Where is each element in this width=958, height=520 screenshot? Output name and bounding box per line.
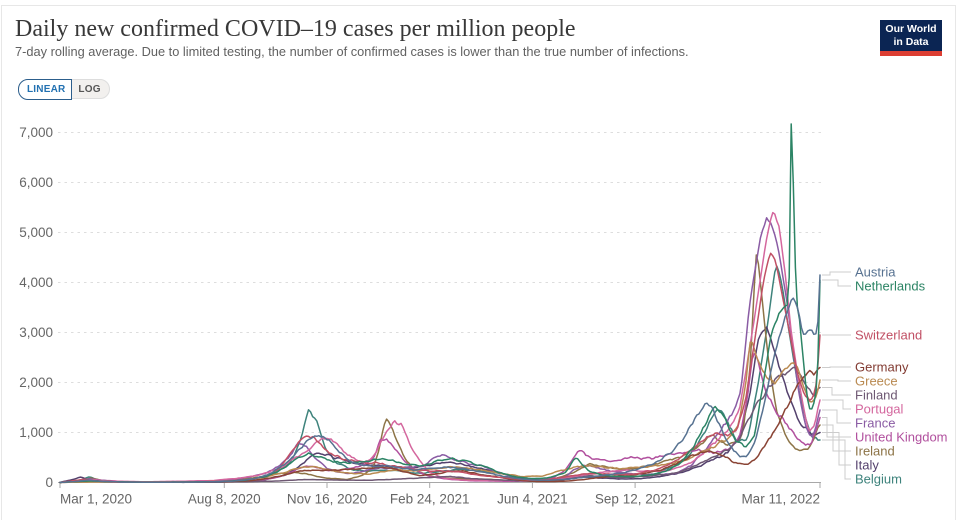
svg-text:Mar 1, 2020: Mar 1, 2020 xyxy=(60,492,132,507)
svg-text:1,000: 1,000 xyxy=(19,425,53,440)
svg-text:Italy: Italy xyxy=(855,458,879,473)
svg-text:Belgium: Belgium xyxy=(855,472,902,487)
svg-text:Feb 24, 2021: Feb 24, 2021 xyxy=(390,492,470,507)
svg-text:4,000: 4,000 xyxy=(19,275,53,290)
svg-text:5,000: 5,000 xyxy=(19,225,53,240)
svg-text:Aug 8, 2020: Aug 8, 2020 xyxy=(188,492,261,507)
svg-text:Finland: Finland xyxy=(855,388,898,403)
svg-text:Sep 12, 2021: Sep 12, 2021 xyxy=(595,492,675,507)
svg-text:Greece: Greece xyxy=(855,374,898,389)
svg-text:France: France xyxy=(855,416,895,431)
svg-text:0: 0 xyxy=(45,475,53,490)
svg-text:Switzerland: Switzerland xyxy=(855,328,922,343)
svg-text:Portugal: Portugal xyxy=(855,402,904,417)
svg-text:Nov 16, 2020: Nov 16, 2020 xyxy=(287,492,367,507)
svg-text:Jun 4, 2021: Jun 4, 2021 xyxy=(497,492,568,507)
svg-text:Germany: Germany xyxy=(855,360,909,375)
svg-text:Ireland: Ireland xyxy=(855,444,895,459)
svg-text:Mar 11, 2022: Mar 11, 2022 xyxy=(741,492,820,507)
svg-text:7,000: 7,000 xyxy=(19,125,53,140)
svg-text:Netherlands: Netherlands xyxy=(855,279,926,294)
svg-text:United Kingdom: United Kingdom xyxy=(855,430,948,445)
svg-text:3,000: 3,000 xyxy=(19,325,53,340)
svg-text:2,000: 2,000 xyxy=(19,375,53,390)
svg-text:Austria: Austria xyxy=(855,265,896,280)
svg-text:6,000: 6,000 xyxy=(19,175,53,190)
